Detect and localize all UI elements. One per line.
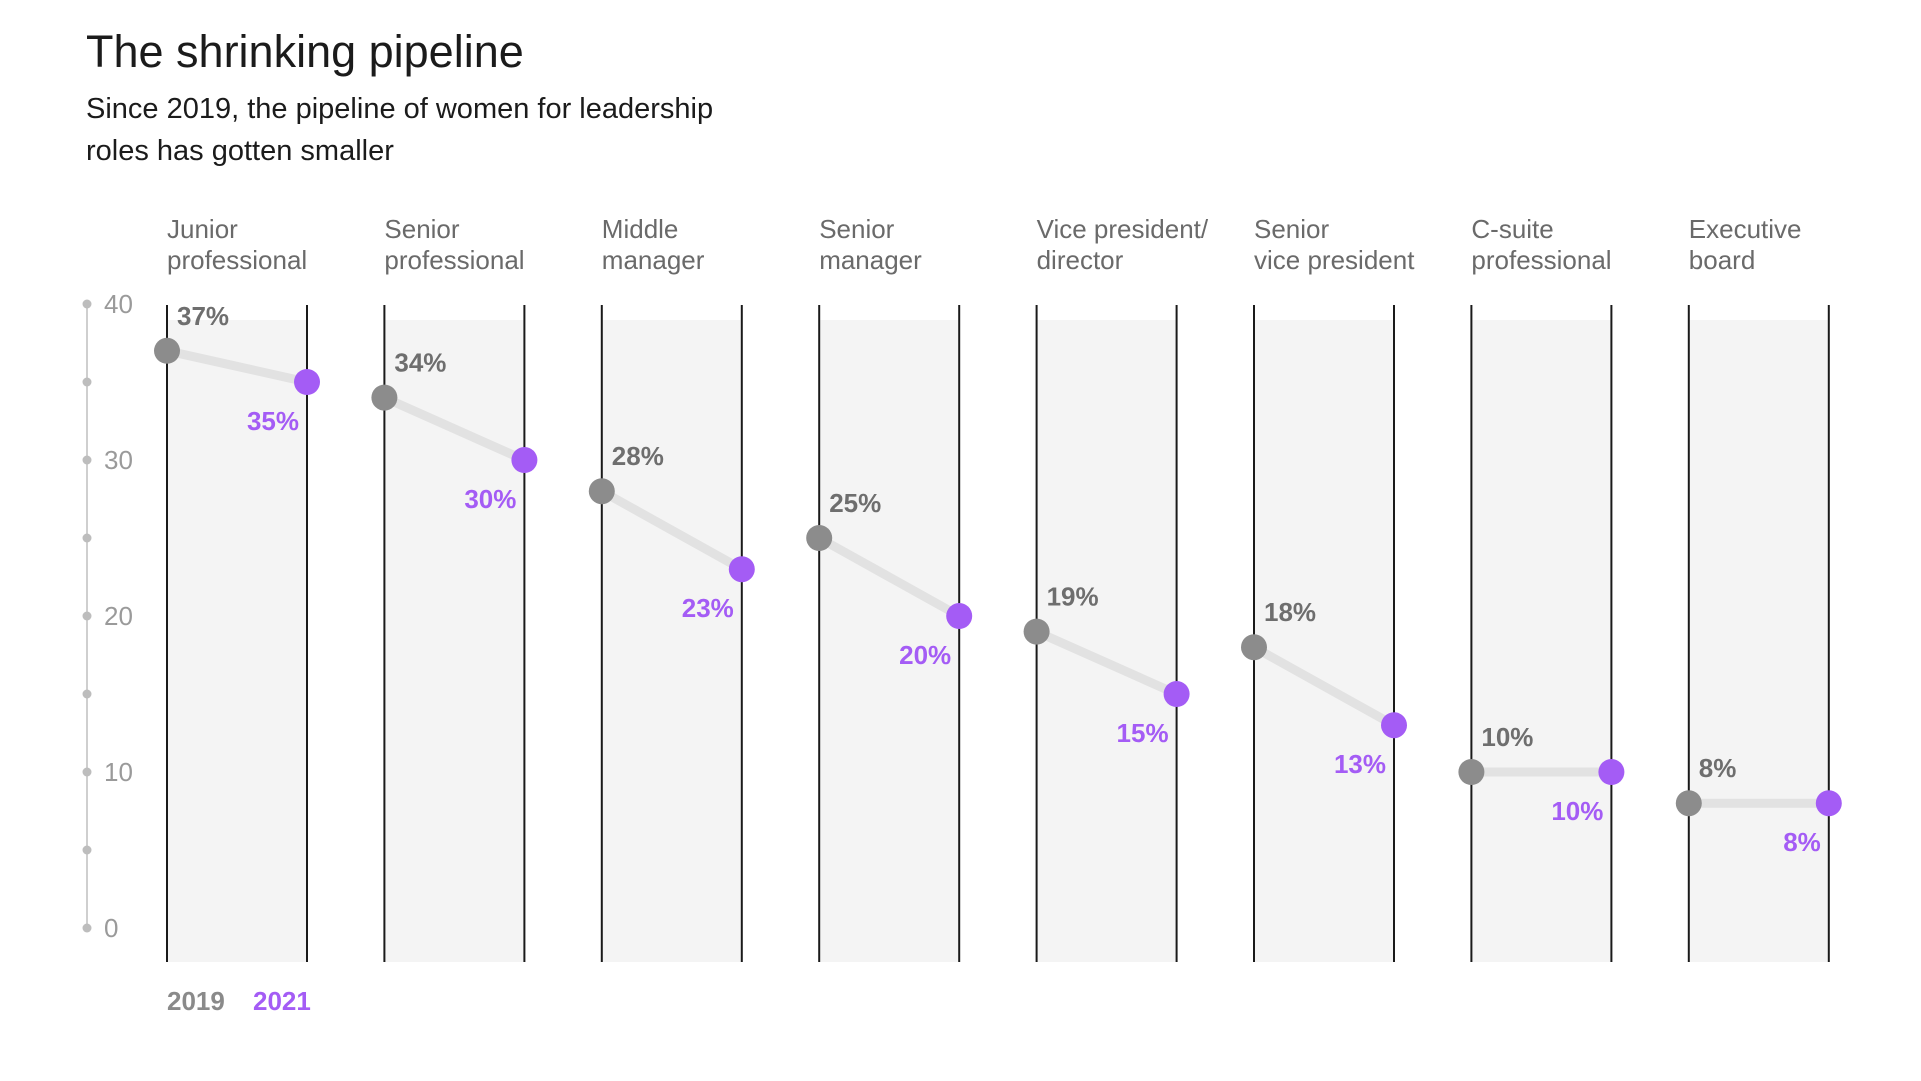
category-label-line: vice president	[1254, 245, 1415, 275]
y-axis-tick-dot	[82, 923, 92, 933]
data-label-2019: 28%	[612, 441, 664, 471]
data-label-2021: 8%	[1783, 827, 1821, 857]
point-2019	[1241, 634, 1267, 661]
category-label: Senior professional	[384, 214, 524, 275]
slope-connector	[379, 393, 529, 465]
category-label-line: professional	[384, 245, 524, 275]
point-2021	[294, 369, 320, 395]
y-axis-tick-dot	[82, 767, 92, 777]
data-label-2019: 37%	[177, 301, 229, 331]
y-axis-tick-dot	[82, 299, 92, 309]
y-axis-tick-dot	[82, 845, 92, 855]
y-tick-label-20: 20	[104, 601, 133, 631]
chart-subtitle: Since 2019, the pipeline of women for le…	[86, 93, 714, 167]
point-2019	[1675, 790, 1702, 817]
category-label-line: manager	[602, 245, 705, 275]
data-label-2021: 23%	[682, 593, 734, 623]
legend-2019: 2019	[167, 986, 225, 1016]
slope-connector	[1249, 642, 1399, 730]
data-label-2021: 10%	[1551, 796, 1603, 826]
data-label-2021: 13%	[1334, 749, 1386, 779]
category-label: Vice president/director	[1037, 214, 1209, 275]
category-panel	[1471, 320, 1612, 962]
data-label-2019: 34%	[394, 348, 446, 378]
category-panel	[601, 320, 742, 962]
point-2019	[1023, 618, 1050, 645]
y-tick-label-30: 30	[104, 445, 133, 475]
category-label: Executive board	[1689, 214, 1802, 275]
point-2021	[511, 447, 538, 473]
slope-connector	[814, 533, 964, 621]
point-2019	[806, 525, 833, 551]
category-panel	[819, 320, 960, 962]
y-tick-label-0: 0	[104, 913, 118, 943]
data-label-2021: 30%	[464, 484, 516, 514]
data-label-2021: 35%	[247, 406, 299, 436]
category-label-line: Middle	[602, 214, 679, 244]
category-label: Senior manager	[819, 214, 922, 275]
category-label-line: Vice president/	[1037, 214, 1209, 244]
category-label-line: Junior	[167, 214, 238, 244]
category-label-line: professional	[1471, 245, 1611, 275]
category-label: Junior professional	[167, 214, 307, 275]
category-label: C-suite professional	[1471, 214, 1611, 275]
data-label-2019: 25%	[829, 488, 881, 518]
category-panel	[1254, 320, 1394, 962]
y-axis-tick-dot	[82, 689, 92, 699]
chart-title: The shrinking pipeline	[86, 26, 524, 77]
y-tick-label-10: 10	[104, 757, 133, 787]
point-2019	[371, 384, 398, 411]
data-label-2019: 8%	[1699, 753, 1737, 783]
category-panel	[167, 320, 307, 962]
y-axis-tick-dot	[82, 455, 92, 465]
data-label-2019: 18%	[1264, 597, 1316, 627]
y-axis-tick-dot	[82, 533, 92, 543]
point-2019	[588, 478, 615, 505]
category-label-line: C-suite	[1471, 214, 1553, 244]
slope-connector	[162, 346, 312, 387]
category-label-line: Senior	[819, 214, 894, 244]
point-2021	[728, 556, 755, 583]
category-label-line: director	[1037, 245, 1124, 275]
point-2021	[1163, 681, 1190, 707]
point-2019	[1458, 759, 1485, 785]
point-2021	[1381, 712, 1407, 739]
category-label-line: board	[1689, 245, 1756, 275]
category-label: Senior vice president	[1254, 214, 1415, 275]
data-label-2021: 15%	[1117, 718, 1169, 748]
data-label-2021: 20%	[899, 640, 951, 670]
category-panel	[1688, 320, 1829, 962]
data-label-2019: 19%	[1047, 582, 1099, 612]
y-axis-tick-dot	[82, 377, 92, 387]
point-2019	[154, 337, 180, 364]
category-label-line: Senior	[384, 214, 459, 244]
slope-connector	[1032, 627, 1182, 699]
category-label-line: Executive	[1689, 214, 1802, 244]
category-label-line: Senior	[1254, 214, 1329, 244]
data-label-2019: 10%	[1481, 722, 1533, 752]
slope-connector	[597, 486, 747, 574]
category-panel	[384, 320, 525, 962]
category-label-line: manager	[819, 245, 922, 275]
point-2021	[946, 603, 973, 629]
legend-2021: 2021	[253, 986, 311, 1016]
point-2021	[1598, 759, 1625, 785]
y-tick-label-40: 40	[104, 289, 133, 319]
category-label: Middle manager	[602, 214, 705, 275]
y-axis-tick-dot	[82, 611, 92, 621]
point-2021	[1815, 790, 1842, 817]
category-label-line: professional	[167, 245, 307, 275]
